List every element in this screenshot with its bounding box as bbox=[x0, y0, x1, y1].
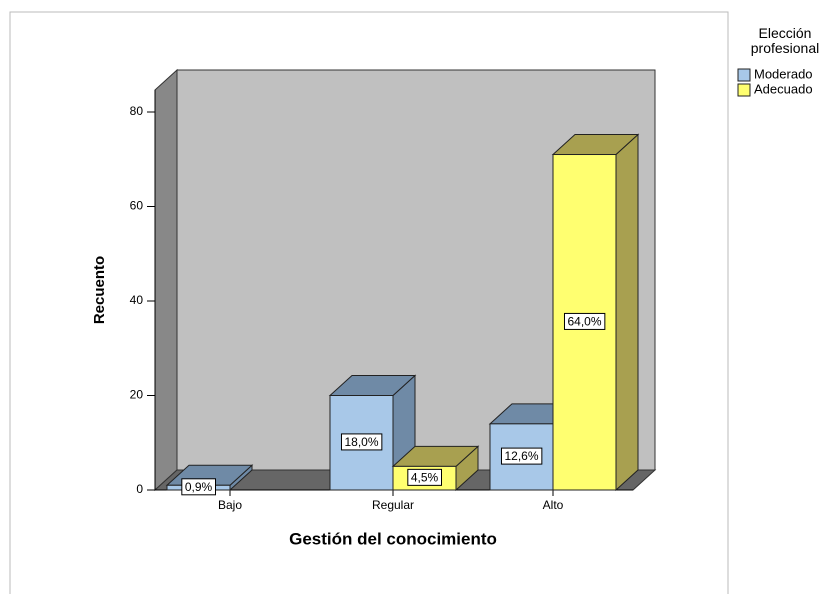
side-wall bbox=[154, 68, 178, 492]
legend-swatch bbox=[737, 83, 751, 97]
legend-label: Adecuado bbox=[754, 81, 813, 96]
bar-side bbox=[615, 133, 639, 492]
y-tick-label: 80 bbox=[130, 104, 144, 118]
value-label: 12,6% bbox=[504, 449, 538, 463]
y-axis-title: Recuento bbox=[91, 256, 108, 324]
y-tick-label: 60 bbox=[130, 199, 144, 213]
legend-title: Elección profesional bbox=[750, 25, 820, 56]
y-tick-label: 0 bbox=[136, 482, 143, 496]
value-label-box bbox=[500, 447, 543, 465]
x-tick-label: Regular bbox=[372, 498, 414, 512]
value-label-box bbox=[340, 433, 383, 451]
y-tick-label: 20 bbox=[130, 388, 144, 402]
legend-label: Moderado bbox=[754, 66, 813, 81]
value-label-box bbox=[407, 468, 443, 486]
x-tick-label: Alto bbox=[543, 498, 564, 512]
x-axis-title: Gestión del conocimiento bbox=[289, 529, 497, 548]
value-label: 0,9% bbox=[185, 480, 213, 494]
value-label-box bbox=[181, 478, 217, 496]
value-label: 4,5% bbox=[411, 470, 439, 484]
legend-swatch bbox=[737, 68, 751, 82]
y-tick-label: 40 bbox=[130, 293, 144, 307]
value-label: 18,0% bbox=[344, 435, 378, 449]
value-label: 64,0% bbox=[567, 314, 601, 328]
value-label-box bbox=[563, 312, 606, 330]
x-tick-label: Bajo bbox=[218, 498, 242, 512]
